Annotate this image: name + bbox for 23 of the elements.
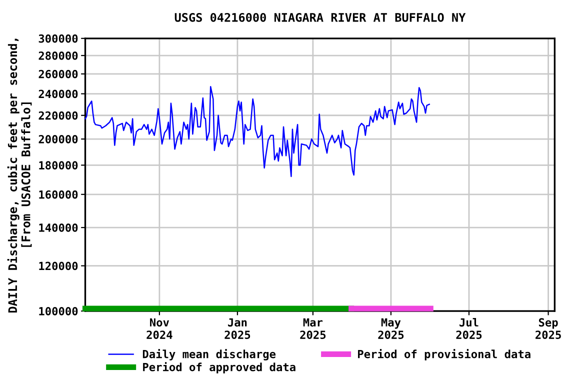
x-tick-label: Jan 2025 — [224, 318, 250, 340]
y-tick-label: 100000 — [39, 307, 78, 316]
y-tick-label: 240000 — [38, 90, 78, 98]
chart-title: USGS 04216000 NIAGARA RIVER AT BUFFALO NY — [174, 12, 466, 22]
y-tick-label: 300000 — [38, 34, 78, 43]
y-tick-label: 220000 — [38, 111, 78, 120]
y-tick-label: 280000 — [38, 51, 78, 60]
line-series — [84, 86, 430, 178]
x-tick-label: May 2025 — [378, 318, 404, 340]
x-tick-label: Mar 2025 — [300, 318, 326, 340]
x-tick-label: Jul 2025 — [456, 318, 482, 340]
y-tick-label: 160000 — [39, 190, 78, 199]
y-tick-label: 260000 — [38, 70, 78, 78]
y-tick-label: 180000 — [39, 161, 78, 170]
x-tick-label: Sep 2025 — [536, 318, 561, 340]
legend-label: Period of provisional data — [358, 349, 530, 360]
y-axis-title: DAILY Discharge, cubic feet per second, [From USACOE Buffalo] — [7, 38, 32, 313]
y-tick-label: 120000 — [39, 262, 78, 270]
y-tick-label: 200000 — [38, 135, 78, 144]
x-tick-label: Nov 2024 — [146, 318, 172, 340]
legend-label: Daily mean discharge — [142, 349, 276, 360]
legend-label: Period of approved data — [143, 362, 296, 374]
y-tick-label: 140000 — [39, 224, 78, 232]
